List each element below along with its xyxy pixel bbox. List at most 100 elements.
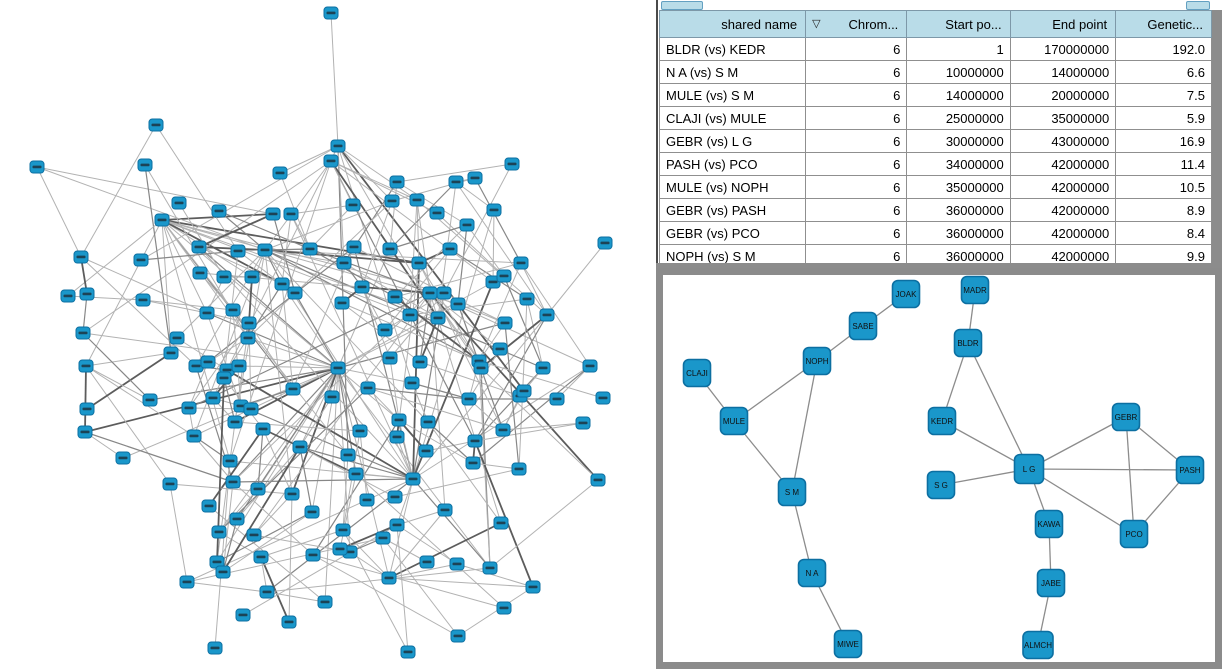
network-node[interactable] xyxy=(391,413,407,427)
network-edge[interactable] xyxy=(312,419,400,556)
network-edge[interactable] xyxy=(389,292,445,359)
network-node[interactable] xyxy=(535,361,551,375)
table-cell[interactable]: 6 xyxy=(805,37,908,61)
network-node[interactable] xyxy=(231,359,247,373)
network-node[interactable] xyxy=(539,308,555,322)
network-node[interactable] xyxy=(496,601,512,615)
network-node[interactable] xyxy=(495,423,511,437)
network-node[interactable] xyxy=(404,376,420,390)
network-node[interactable] xyxy=(575,416,591,430)
network-edge[interactable] xyxy=(419,361,521,397)
network-edge[interactable] xyxy=(443,163,513,294)
network-node[interactable] xyxy=(493,516,509,530)
network-node[interactable] xyxy=(467,171,483,185)
network-node[interactable] xyxy=(60,289,76,303)
network-edge[interactable] xyxy=(186,581,268,593)
network-node[interactable] xyxy=(235,608,251,622)
network-edge[interactable] xyxy=(188,361,209,409)
table-cell[interactable]: 36000000 xyxy=(906,244,1011,263)
network-node[interactable]: MULE xyxy=(719,406,749,436)
table-row[interactable]: NOPH (vs) S M 6 36000000 42000000 9.9 xyxy=(658,244,1212,263)
table-row[interactable]: GEBR (vs) L G 6 30000000 43000000 16.9 xyxy=(658,129,1212,153)
network-edge[interactable] xyxy=(218,367,339,533)
network-edge[interactable] xyxy=(546,242,606,316)
network-edge[interactable] xyxy=(207,246,355,363)
network-edge[interactable] xyxy=(967,342,1030,470)
network-edge[interactable] xyxy=(264,249,429,423)
network-edge[interactable] xyxy=(169,483,188,583)
network-edge[interactable] xyxy=(396,478,414,526)
scrollbar-thumb[interactable] xyxy=(1186,1,1210,10)
overview-network-panel[interactable] xyxy=(0,0,656,669)
network-edge[interactable] xyxy=(337,145,393,202)
network-node[interactable] xyxy=(348,467,364,481)
network-node[interactable] xyxy=(79,402,95,416)
network-edge[interactable] xyxy=(457,586,534,637)
network-edge[interactable] xyxy=(149,367,339,401)
network-node[interactable] xyxy=(148,118,164,132)
network-node[interactable] xyxy=(375,531,391,545)
network-node[interactable] xyxy=(330,361,346,375)
network-node[interactable] xyxy=(162,477,178,491)
network-node[interactable]: PASH xyxy=(1175,455,1205,485)
network-node[interactable] xyxy=(387,490,403,504)
network-edge[interactable] xyxy=(229,160,332,462)
network-edge[interactable] xyxy=(299,396,333,448)
network-node[interactable] xyxy=(354,280,370,294)
network-node[interactable] xyxy=(485,275,501,289)
table-cell[interactable]: 8.4 xyxy=(1115,221,1212,245)
network-node[interactable] xyxy=(244,270,260,284)
table-row[interactable]: GEBR (vs) PCO 6 36000000 42000000 8.4 xyxy=(658,221,1212,245)
network-edge[interactable] xyxy=(502,422,584,431)
table-cell[interactable]: 36000000 xyxy=(906,221,1011,245)
network-node[interactable] xyxy=(360,381,376,395)
network-node[interactable] xyxy=(405,472,421,486)
network-edge[interactable] xyxy=(155,124,239,252)
network-edge[interactable] xyxy=(198,213,274,248)
network-edge[interactable] xyxy=(339,524,398,550)
table-cell[interactable]: 9.9 xyxy=(1115,244,1212,263)
network-node[interactable] xyxy=(272,166,288,180)
network-node[interactable] xyxy=(467,434,483,448)
network-edge[interactable] xyxy=(472,462,520,470)
network-node[interactable]: KEDR xyxy=(927,406,957,436)
network-edge[interactable] xyxy=(411,382,470,400)
network-node[interactable] xyxy=(135,293,151,307)
network-node[interactable] xyxy=(115,451,131,465)
network-node[interactable] xyxy=(274,277,290,291)
network-node[interactable] xyxy=(284,487,300,501)
network-edge[interactable] xyxy=(67,219,163,297)
network-edge[interactable] xyxy=(466,224,505,277)
network-edge[interactable] xyxy=(226,369,414,480)
network-edge[interactable] xyxy=(218,210,266,251)
network-node[interactable] xyxy=(259,585,275,599)
network-node[interactable] xyxy=(420,415,436,429)
network-edge[interactable] xyxy=(412,478,491,569)
network-node[interactable] xyxy=(345,198,361,212)
network-node[interactable] xyxy=(304,505,320,519)
network-node[interactable] xyxy=(504,157,520,171)
table-cell[interactable]: 36000000 xyxy=(906,198,1011,222)
table-cell[interactable]: 43000000 xyxy=(1009,129,1117,153)
network-edge[interactable] xyxy=(299,446,414,480)
network-edge[interactable] xyxy=(429,292,501,350)
network-edge[interactable] xyxy=(396,163,513,183)
network-edge[interactable] xyxy=(198,246,283,285)
network-node[interactable] xyxy=(511,462,527,476)
network-node[interactable] xyxy=(192,266,208,280)
network-edge[interactable] xyxy=(416,199,431,294)
network-edge[interactable] xyxy=(389,181,457,250)
network-node[interactable] xyxy=(422,286,438,300)
network-node[interactable] xyxy=(283,207,299,221)
network-edge[interactable] xyxy=(355,473,505,609)
network-edge[interactable] xyxy=(222,481,234,573)
subnetwork-canvas[interactable]: JOAK SABE MADR BLDR NOPH CLAJI MULE KEDR GEBR L G… xyxy=(663,275,1215,662)
network-node[interactable] xyxy=(255,422,271,436)
network-node[interactable] xyxy=(241,316,257,330)
table-cell[interactable]: 14000000 xyxy=(906,83,1011,107)
network-edge[interactable] xyxy=(266,567,491,593)
network-node[interactable] xyxy=(332,542,348,556)
network-node[interactable] xyxy=(142,393,158,407)
network-edge[interactable] xyxy=(236,446,301,520)
network-node[interactable]: BLDR xyxy=(953,328,983,358)
